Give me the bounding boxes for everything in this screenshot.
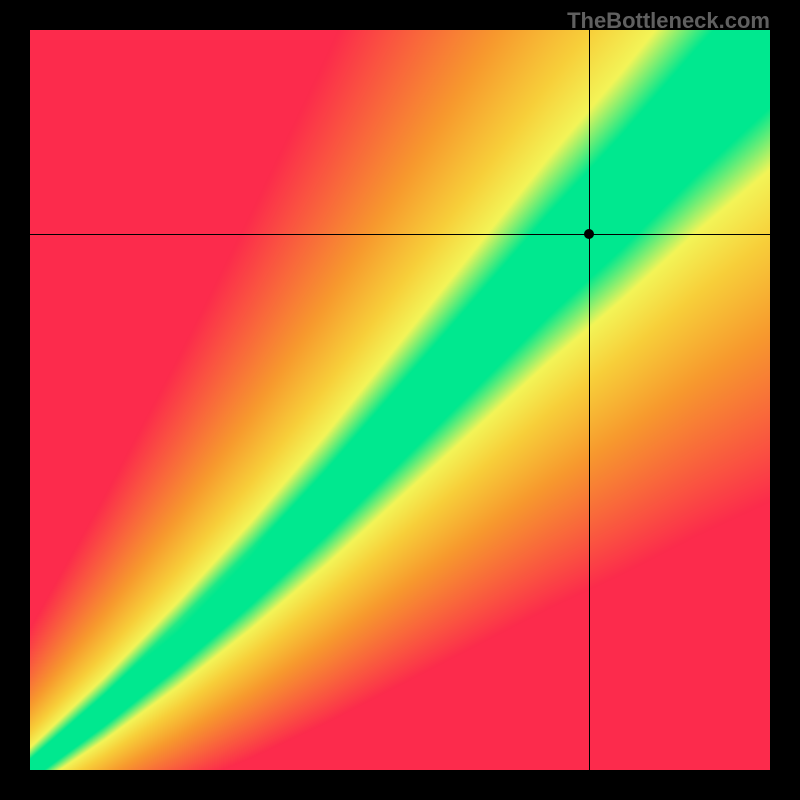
- chart-container: TheBottleneck.com: [0, 0, 800, 800]
- watermark-text: TheBottleneck.com: [567, 8, 770, 34]
- heatmap-plot: [30, 30, 770, 770]
- crosshair-marker: [584, 229, 594, 239]
- heatmap-canvas: [30, 30, 770, 770]
- crosshair-horizontal: [30, 234, 770, 235]
- crosshair-vertical: [589, 30, 590, 770]
